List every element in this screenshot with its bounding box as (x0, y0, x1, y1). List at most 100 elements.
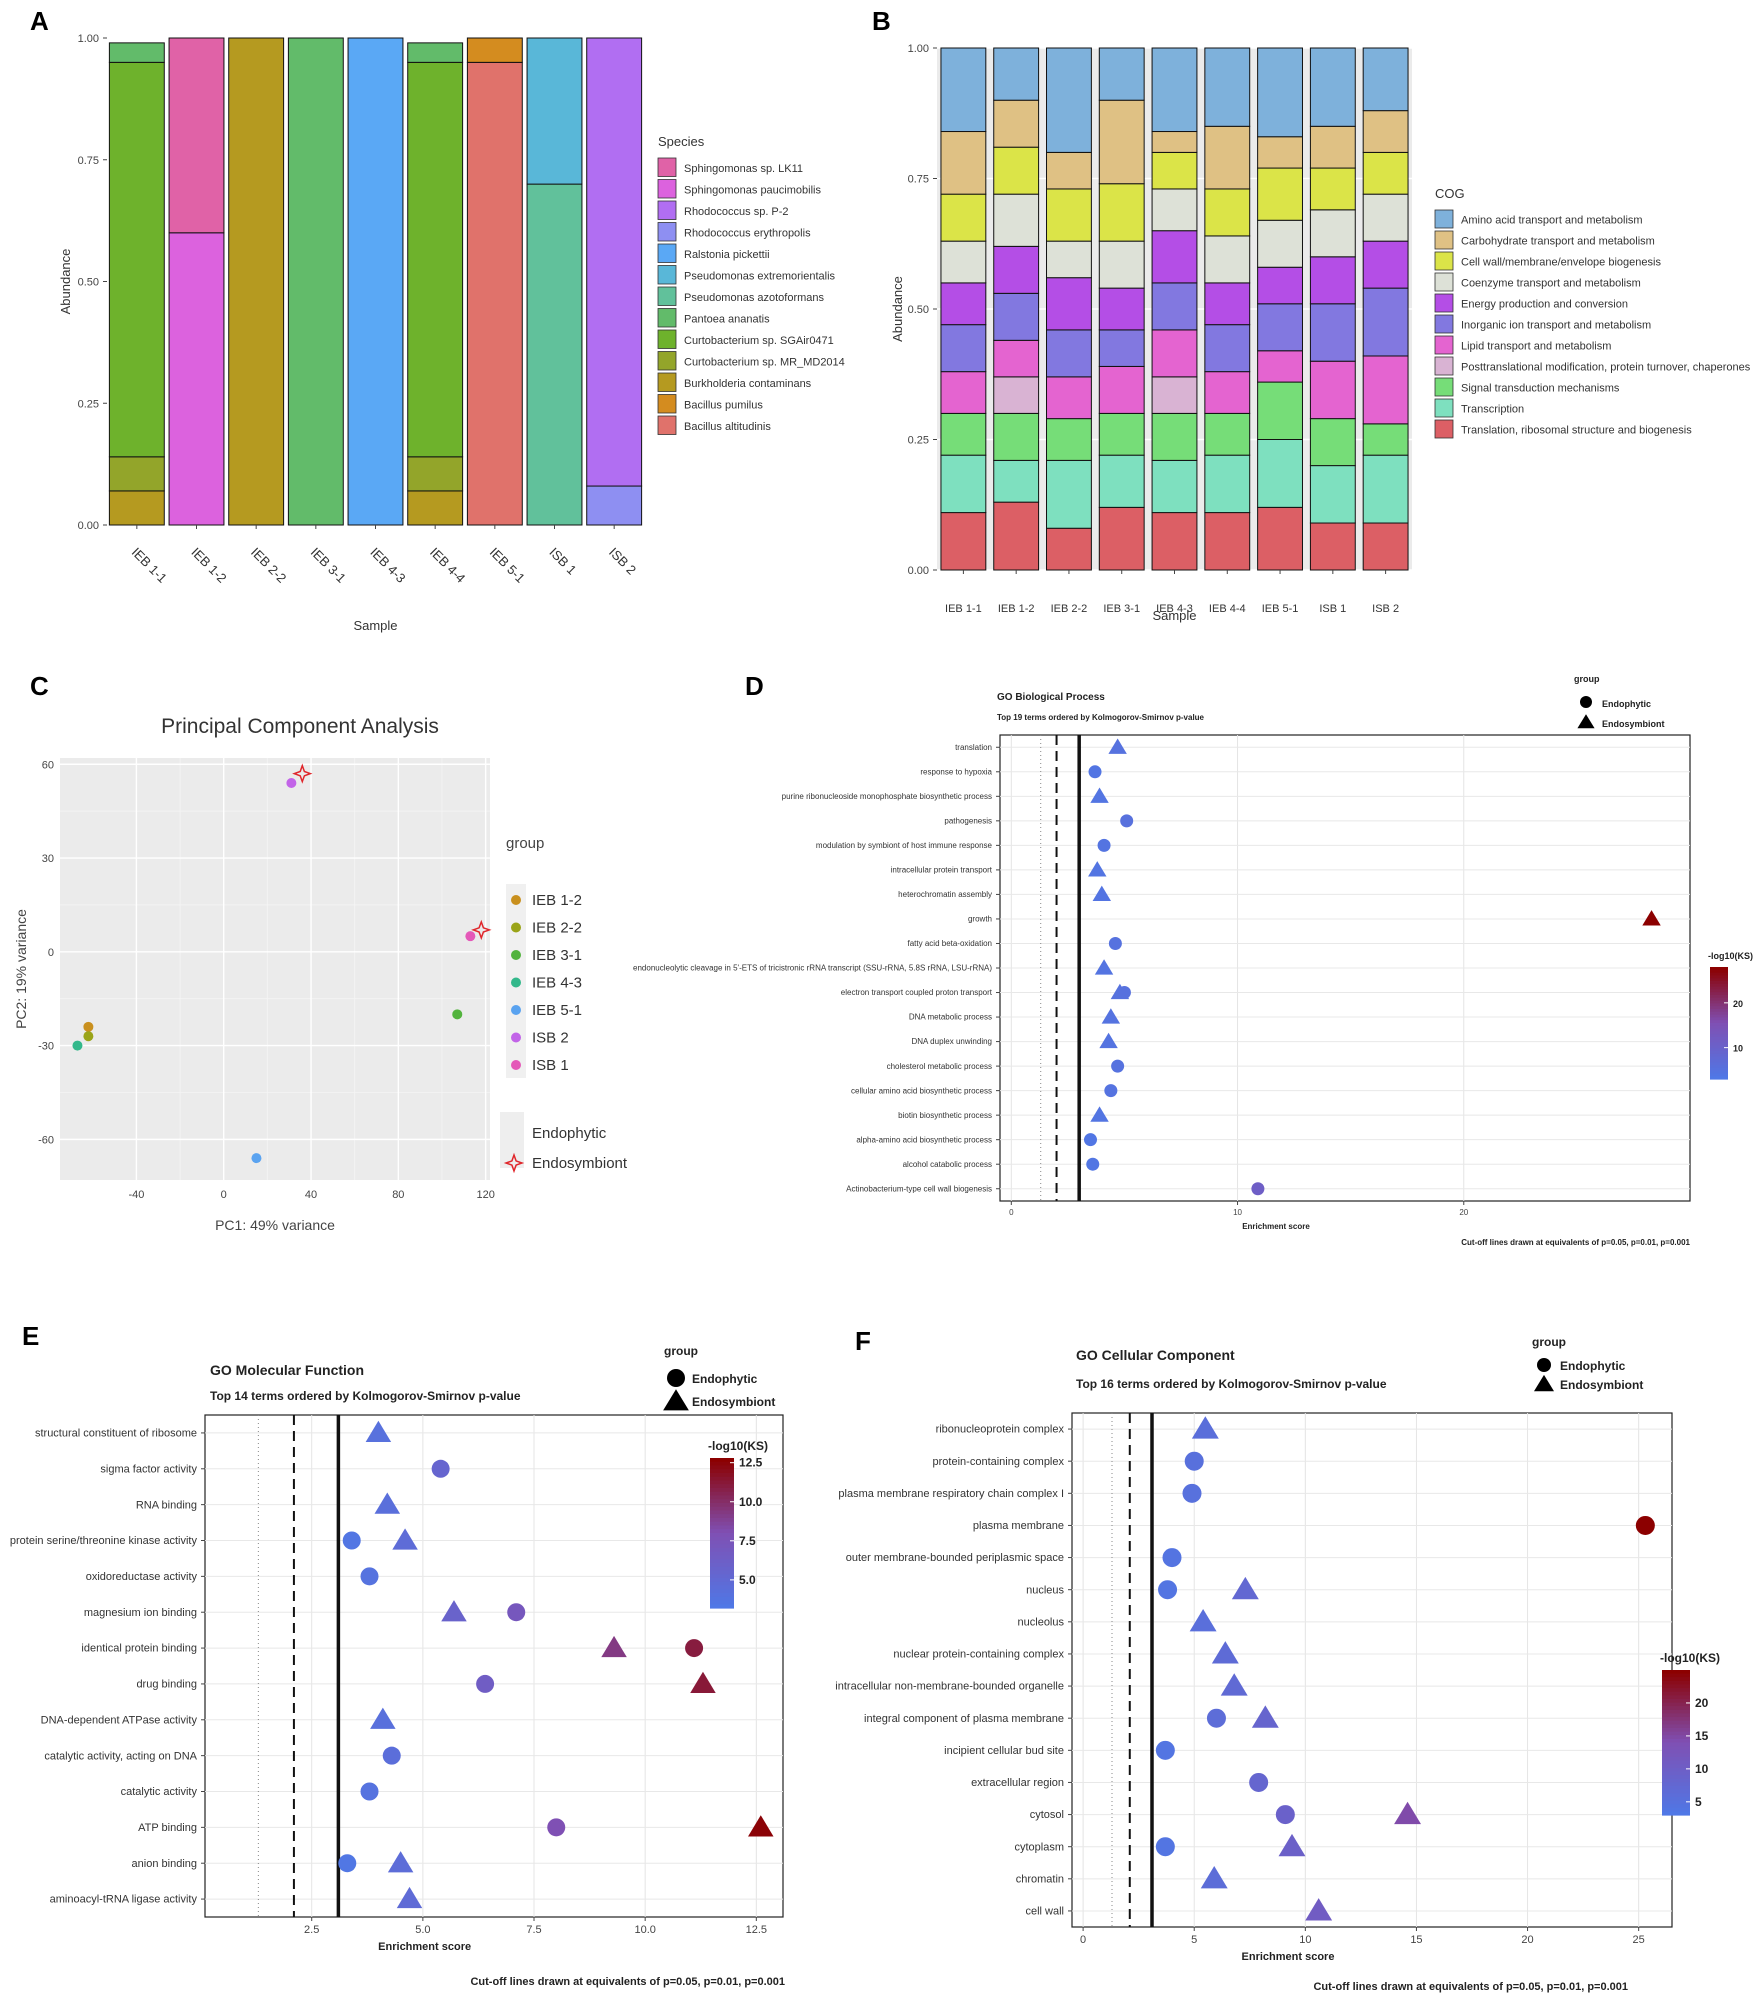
data-point-circle (382, 1746, 401, 1765)
legend-key (511, 977, 521, 988)
term-label: intracellular non-membrane-bounded organ… (835, 1681, 1064, 1693)
colorbar-segment (1710, 989, 1728, 993)
colorbar-segment (1662, 1811, 1690, 1816)
y-tick-label: -60 (38, 1134, 54, 1146)
colorbar-segment (1710, 1053, 1728, 1058)
bar-segment (1204, 324, 1251, 373)
colorbar-segment (1662, 1786, 1690, 1791)
bar-segment (1309, 418, 1356, 467)
bar-segment (1151, 412, 1198, 461)
data-point-triangle (1211, 1641, 1239, 1664)
colorbar-segment (1662, 1670, 1690, 1675)
bar-segment (1257, 219, 1303, 268)
term-label: protein-containing complex (933, 1456, 1065, 1468)
colorbar-segment (710, 1506, 734, 1512)
legend-label: Endosymbiont (1602, 719, 1665, 729)
colorbar-segment (1662, 1782, 1690, 1787)
colorbar-segment (1710, 981, 1728, 985)
bar-segment (287, 37, 344, 526)
colorbar-segment (1710, 1070, 1728, 1074)
colorbar-segment (710, 1596, 734, 1602)
star-point (471, 919, 492, 941)
bar-segment (940, 324, 987, 373)
term-label: modulation by symbiont of host immune re… (816, 841, 993, 850)
legend-label: Sphingomonas paucimobilis (684, 184, 821, 196)
x-tick-label: IEB 1-2 (998, 603, 1035, 615)
bar-segment (1098, 47, 1145, 101)
legend-label: IEB 3-1 (532, 947, 582, 964)
data-point-circle (431, 1459, 450, 1478)
bar-segment (1151, 47, 1198, 133)
colorbar-segment (710, 1510, 734, 1515)
x-tick-label: 10.0 (634, 1924, 655, 1936)
data-point-circle (338, 1854, 357, 1873)
colorbar-segment (710, 1540, 734, 1545)
x-tick-label: IEB 1-2 (188, 545, 229, 586)
term-label: response to hypoxia (920, 767, 992, 776)
legend-key-triangle (663, 1389, 689, 1411)
legend-swatch (657, 351, 677, 371)
colorbar-tick-label: 10 (1733, 1044, 1743, 1054)
data-point-circle (1251, 1182, 1265, 1196)
legend-label: Coenzyme transport and metabolism (1461, 278, 1641, 290)
y-tick-label: 0.75 (908, 174, 929, 186)
data-point-circle (1182, 1483, 1202, 1503)
colorbar-segment (1662, 1778, 1690, 1783)
colorbar-segment (1662, 1760, 1690, 1765)
colorbar-title: -log10(KS) (1708, 951, 1753, 961)
legend-label: Pseudomonas azotoformans (684, 292, 825, 304)
data-point-circle (1097, 838, 1111, 852)
bar-segment (466, 61, 523, 526)
colorbar-segment (710, 1570, 734, 1575)
colorbar-segment (710, 1536, 734, 1542)
legend-swatch (657, 157, 677, 177)
bar-segment (168, 232, 225, 526)
colorbar-tick-label: 7.5 (739, 1534, 756, 1548)
colorbar-segment (710, 1581, 734, 1587)
data-point-circle (1162, 1548, 1182, 1568)
legend-label: Endosymbiont (1560, 1378, 1643, 1392)
bar-segment (993, 412, 1040, 461)
legend-title: COG (1435, 186, 1465, 201)
colorbar-segment (710, 1593, 734, 1598)
data-point-circle (360, 1782, 379, 1801)
term-label: Actinobacterium-type cell wall biogenesi… (846, 1184, 992, 1193)
colorbar-segment (1710, 1017, 1728, 1021)
x-tick-label: 15 (1410, 1934, 1422, 1946)
x-tick-label: IEB 5-1 (487, 545, 528, 586)
colorbar-segment (710, 1578, 734, 1583)
x-tick-label: 120 (476, 1189, 494, 1201)
term-label: anion binding (132, 1858, 197, 1870)
term-label: DNA metabolic process (909, 1013, 992, 1022)
bar-segment (993, 146, 1040, 195)
bar-segment (1046, 151, 1092, 190)
colorbar-segment (1710, 967, 1728, 971)
term-label: integral component of plasma membrane (864, 1713, 1064, 1725)
legend-key-triangle (1533, 1374, 1555, 1392)
legend-swatch (1434, 293, 1454, 313)
footnote: Cut-off lines drawn at equivalents of p=… (470, 1976, 785, 1988)
bar-segment (1204, 412, 1251, 456)
colorbar-segment (1662, 1720, 1690, 1725)
data-point-triangle (1220, 1673, 1248, 1696)
y-axis-label: PC2: 19% variance (13, 909, 29, 1029)
legend-swatch (657, 243, 677, 263)
bar-segment (940, 512, 987, 571)
bar-segment (1204, 47, 1251, 127)
term-label: sigma factor activity (100, 1463, 197, 1475)
panel-label: C (30, 671, 49, 701)
term-label: magnesium ion binding (84, 1607, 197, 1619)
term-label: alcohol catabolic process (903, 1160, 992, 1169)
colorbar-segment (710, 1559, 734, 1564)
legend-title: Species (658, 134, 705, 149)
colorbar-segment (710, 1566, 734, 1572)
legend-key-circle (1537, 1358, 1551, 1372)
data-point (83, 1021, 94, 1032)
legend-label: Amino acid transport and metabolism (1461, 215, 1643, 227)
data-point (251, 1153, 262, 1164)
colorbar-tick-label: 10.0 (739, 1495, 763, 1509)
bar-segment (1204, 282, 1251, 326)
y-tick-label: 0.00 (908, 565, 929, 577)
bar-segment (1098, 240, 1145, 289)
colorbar-tick-label: 15 (1695, 1729, 1709, 1743)
